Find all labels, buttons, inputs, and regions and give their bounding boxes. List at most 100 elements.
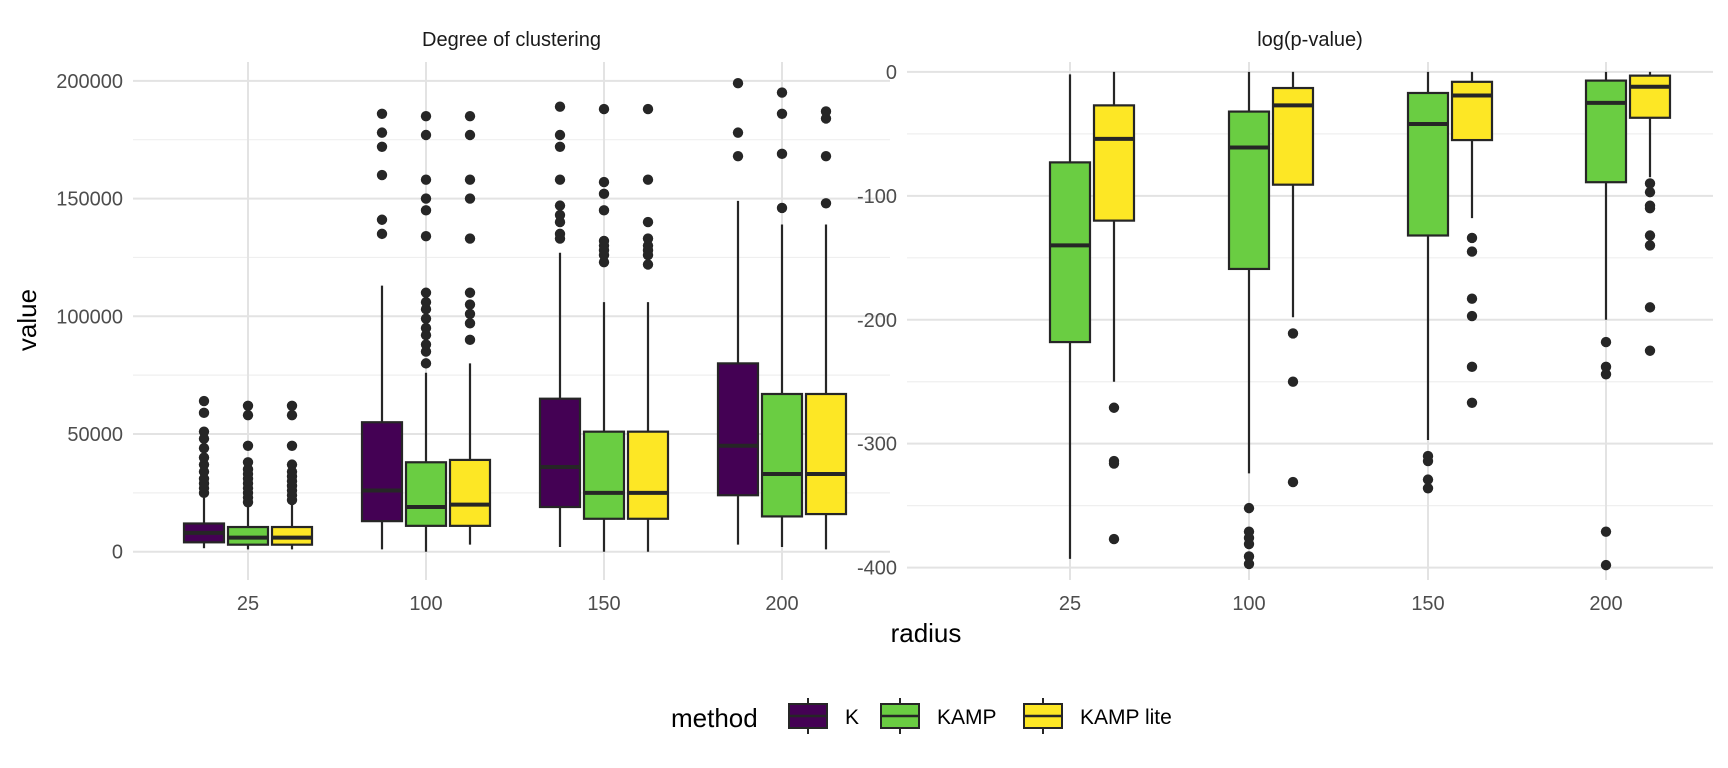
- outlier-point: [642, 259, 654, 270]
- box-body: [1406, 91, 1450, 237]
- outlier-point: [1108, 402, 1120, 413]
- outlier-point: [1600, 369, 1612, 380]
- outlier-point: [1600, 526, 1612, 537]
- panel-boxes: [182, 77, 848, 552]
- box-kamp-lite-150: [1450, 71, 1494, 408]
- box-kamp-25: [226, 400, 270, 550]
- box-kamp-lite-25: [270, 400, 314, 550]
- outlier-point: [286, 440, 298, 451]
- outlier-point: [776, 108, 788, 120]
- outlier-point: [598, 103, 610, 115]
- outlier-point: [1644, 345, 1656, 356]
- outlier-point: [1243, 538, 1255, 550]
- box-body: [760, 392, 804, 518]
- box-body: [626, 430, 670, 520]
- outlier-point: [554, 141, 566, 152]
- outlier-point: [464, 110, 476, 122]
- y-tick-label: 0: [112, 542, 123, 564]
- legend-label: K: [845, 706, 859, 729]
- outlier-point: [1600, 559, 1612, 571]
- legend-key-k: [788, 698, 828, 734]
- box-body: [1227, 110, 1271, 271]
- box-kamp-100: [404, 110, 448, 552]
- y-axis-title: value: [12, 289, 42, 351]
- panel-title: Degree of clustering: [422, 29, 601, 51]
- box-kamp-lite-150: [626, 103, 670, 552]
- box-body: [1584, 79, 1628, 184]
- outlier-point: [1644, 240, 1656, 251]
- outlier-point: [376, 214, 388, 225]
- box-kamp-lite-200: [1628, 71, 1672, 356]
- y-tick-label: 50000: [67, 424, 123, 446]
- box-body: [1628, 74, 1672, 119]
- outlier-point: [1422, 455, 1434, 467]
- outlier-point: [420, 313, 432, 324]
- outlier-point: [642, 103, 654, 115]
- y-tick-label: -400: [857, 558, 897, 580]
- x-tick-label: 100: [1232, 593, 1265, 615]
- outlier-point: [198, 452, 210, 463]
- outlier-point: [1422, 474, 1434, 485]
- x-tick-label: 200: [1589, 593, 1622, 615]
- y-tick-label: -100: [857, 186, 897, 208]
- outlier-point: [198, 426, 210, 437]
- outlier-point: [376, 228, 388, 240]
- outlier-point: [1108, 533, 1120, 545]
- outlier-point: [464, 299, 476, 310]
- outlier-point: [554, 228, 566, 240]
- outlier-point: [598, 205, 610, 216]
- legend: method K KAMP KAMP lite: [671, 698, 1172, 734]
- outlier-point: [598, 176, 610, 188]
- y-tick-label: 100000: [56, 306, 123, 328]
- outlier-point: [286, 459, 298, 470]
- outlier-point: [642, 216, 654, 228]
- box-kamp-150: [1406, 71, 1450, 494]
- outlier-point: [464, 193, 476, 204]
- outlier-point: [464, 287, 476, 298]
- outlier-point: [420, 339, 432, 350]
- outlier-point: [464, 233, 476, 244]
- outlier-point: [376, 141, 388, 152]
- box-kamp-lite-200: [804, 106, 848, 550]
- box-body: [538, 397, 582, 509]
- box-body: [1450, 80, 1494, 142]
- legend-title: method: [671, 703, 758, 733]
- outlier-point: [420, 110, 432, 122]
- legend-key-kamp-lite: [1023, 698, 1063, 734]
- outlier-point: [286, 409, 298, 421]
- y-tick-label: 0: [886, 62, 897, 84]
- outlier-point: [820, 150, 832, 162]
- panel-boxes: [1048, 71, 1672, 571]
- outlier-point: [242, 440, 254, 451]
- outlier-point: [1466, 246, 1478, 257]
- box-body: [1048, 161, 1092, 344]
- outlier-point: [1243, 558, 1255, 570]
- box-k-25: [182, 395, 226, 549]
- x-tick-label: 150: [1411, 593, 1444, 615]
- box-body: [1271, 86, 1315, 186]
- outlier-point: [420, 358, 432, 369]
- outlier-point: [1108, 458, 1120, 469]
- outlier-point: [1644, 230, 1656, 241]
- outlier-point: [1287, 328, 1299, 339]
- y-tick-label: -200: [857, 310, 897, 332]
- panel-log-p-value: -400 -300 -200 -100 0 25 100 150 200 log(p-value…: [857, 29, 1713, 615]
- box-kamp-200: [760, 87, 804, 548]
- outlier-point: [1466, 361, 1478, 373]
- outlier-point: [1600, 336, 1612, 348]
- y-tick-label: 200000: [56, 71, 123, 93]
- x-axis-title: radius: [891, 618, 962, 648]
- outlier-point: [242, 409, 254, 421]
- legend-label: KAMP: [937, 706, 997, 729]
- box-kamp-lite-25: [1092, 71, 1136, 545]
- box-kamp-100: [1227, 71, 1271, 570]
- box-k-200: [716, 77, 760, 545]
- outlier-point: [1422, 483, 1434, 494]
- outlier-point: [642, 174, 654, 185]
- outlier-point: [464, 129, 476, 141]
- outlier-point: [420, 174, 432, 185]
- box-kamp-25: [1048, 74, 1092, 559]
- outlier-point: [420, 231, 432, 242]
- outlier-point: [198, 442, 210, 454]
